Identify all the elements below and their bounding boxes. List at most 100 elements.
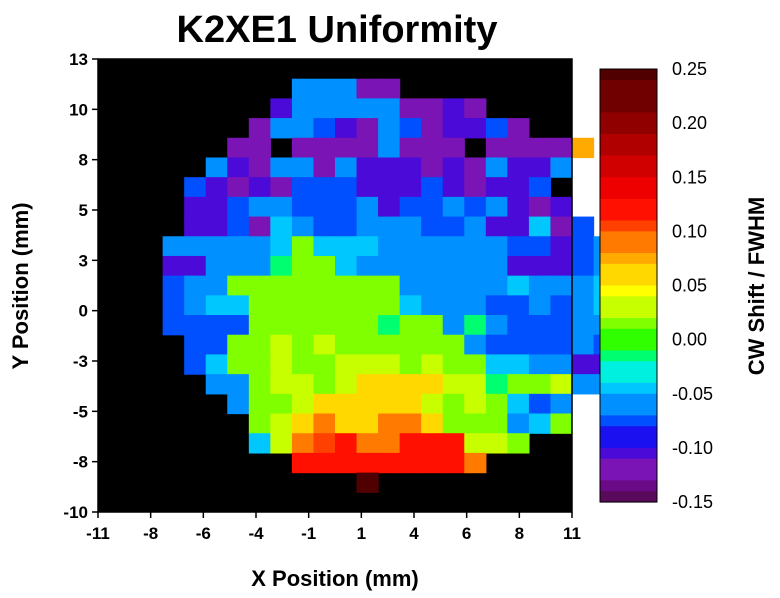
heatmap-cell xyxy=(291,236,315,257)
heatmap-cell xyxy=(528,334,552,356)
y-tick-label: 13 xyxy=(69,50,88,69)
heatmap-cell xyxy=(205,374,228,395)
heatmap-cell xyxy=(291,98,315,119)
heatmap-cell xyxy=(528,275,552,296)
colorbar-swatch xyxy=(600,350,657,362)
heatmap-cell xyxy=(442,118,465,139)
heatmap-cell xyxy=(442,374,465,395)
colorbar-label: CW Shift / FWHM xyxy=(744,197,769,375)
heatmap-cell xyxy=(313,295,336,316)
heatmap-cell xyxy=(184,354,207,375)
heatmap-cell xyxy=(464,374,487,395)
colorbar-swatch xyxy=(600,188,657,200)
heatmap-cell xyxy=(227,196,250,218)
heatmap-cell xyxy=(507,295,530,316)
heatmap-cell xyxy=(335,98,358,119)
heatmap-cell xyxy=(291,295,315,316)
x-tick-label: 11 xyxy=(563,524,581,543)
x-tick-label: -1 xyxy=(301,524,316,543)
heatmap-cell xyxy=(572,255,595,277)
heatmap-cell xyxy=(528,137,552,159)
heatmap-cell xyxy=(442,196,465,218)
heatmap-cell xyxy=(528,393,552,415)
heatmap-cell xyxy=(356,295,379,316)
heatmap-cell xyxy=(356,315,379,336)
y-tick-label: 0 xyxy=(79,302,88,321)
heatmap-cell xyxy=(464,413,487,434)
heatmap-cell xyxy=(335,374,358,395)
heatmap-cell xyxy=(464,334,487,356)
heatmap-cell xyxy=(313,98,336,119)
heatmap-cell xyxy=(270,196,293,218)
heatmap-cell xyxy=(421,334,444,356)
heatmap-cell xyxy=(378,354,401,375)
heatmap-cell xyxy=(291,275,315,296)
heatmap-cell xyxy=(442,334,465,356)
heatmap-cell xyxy=(378,374,401,395)
heatmap-cell xyxy=(442,255,465,277)
colorbar-tick-label: 0.20 xyxy=(672,113,707,133)
heatmap-cell xyxy=(485,275,508,296)
heatmap-cell xyxy=(421,295,444,316)
heatmap-cell xyxy=(485,374,508,395)
heatmap-cell xyxy=(248,315,271,336)
heatmap-cell xyxy=(162,295,185,316)
heatmap-cell xyxy=(442,216,465,237)
x-tick-label: 4 xyxy=(409,524,419,543)
heatmap-cell xyxy=(485,236,508,257)
heatmap-cell xyxy=(507,275,530,296)
heatmap-cell xyxy=(205,236,228,257)
y-tick-label: 10 xyxy=(69,100,88,119)
heatmap-cell xyxy=(550,236,573,257)
heatmap-cell xyxy=(378,255,401,277)
heatmap-cell xyxy=(227,275,250,296)
heatmap-cell xyxy=(464,433,487,454)
heatmap-cell xyxy=(270,315,293,336)
heatmap-cell xyxy=(227,334,250,356)
x-axis-label: X Position (mm) xyxy=(251,566,418,591)
heatmap-cell xyxy=(248,295,271,316)
heatmap-cell xyxy=(313,315,336,336)
heatmap-cell xyxy=(399,177,422,198)
heatmap-cell xyxy=(335,295,358,316)
heatmap-cell xyxy=(421,98,444,119)
heatmap-cell xyxy=(291,157,315,178)
heatmap-cell xyxy=(205,177,228,198)
heatmap-cell xyxy=(270,334,293,356)
heatmap-cell xyxy=(550,413,573,434)
y-tick-label: -5 xyxy=(73,402,88,421)
heatmap-cell xyxy=(313,354,336,375)
heatmap-cell xyxy=(442,137,465,159)
heatmap-cell xyxy=(421,137,444,159)
heatmap-cell xyxy=(464,393,487,415)
heatmap-cell xyxy=(313,255,336,277)
heatmap-cell xyxy=(356,393,379,415)
heatmap-cell xyxy=(528,413,552,434)
heatmap-cell xyxy=(184,196,207,218)
heatmap-cell xyxy=(270,433,293,454)
heatmap-cell xyxy=(205,295,228,316)
heatmap-cell xyxy=(485,177,508,198)
heatmap-cell xyxy=(572,334,595,356)
heatmap-cell xyxy=(313,118,336,139)
colorbar-swatch xyxy=(600,101,657,113)
heatmap-cell xyxy=(464,98,487,119)
heatmap-cell xyxy=(507,157,530,178)
colorbar-tick-label: -0.05 xyxy=(672,384,713,404)
heatmap-cell xyxy=(227,393,250,415)
heatmap-cell xyxy=(162,315,185,336)
heatmap-cell xyxy=(378,433,401,454)
heatmap-cell xyxy=(270,255,293,277)
heatmap-cell xyxy=(572,275,595,296)
heatmap-cell xyxy=(184,315,207,336)
heatmap-cell xyxy=(528,315,552,336)
heatmap-cell xyxy=(184,255,207,277)
heatmap-cell xyxy=(442,452,465,474)
colorbar-swatch xyxy=(600,469,657,481)
heatmap-cell xyxy=(248,157,271,178)
colorbar-swatch xyxy=(600,458,657,471)
y-tick-label: -8 xyxy=(73,453,88,472)
heatmap-cell xyxy=(162,275,185,296)
heatmap-cell xyxy=(464,236,487,257)
heatmap-cell xyxy=(464,275,487,296)
